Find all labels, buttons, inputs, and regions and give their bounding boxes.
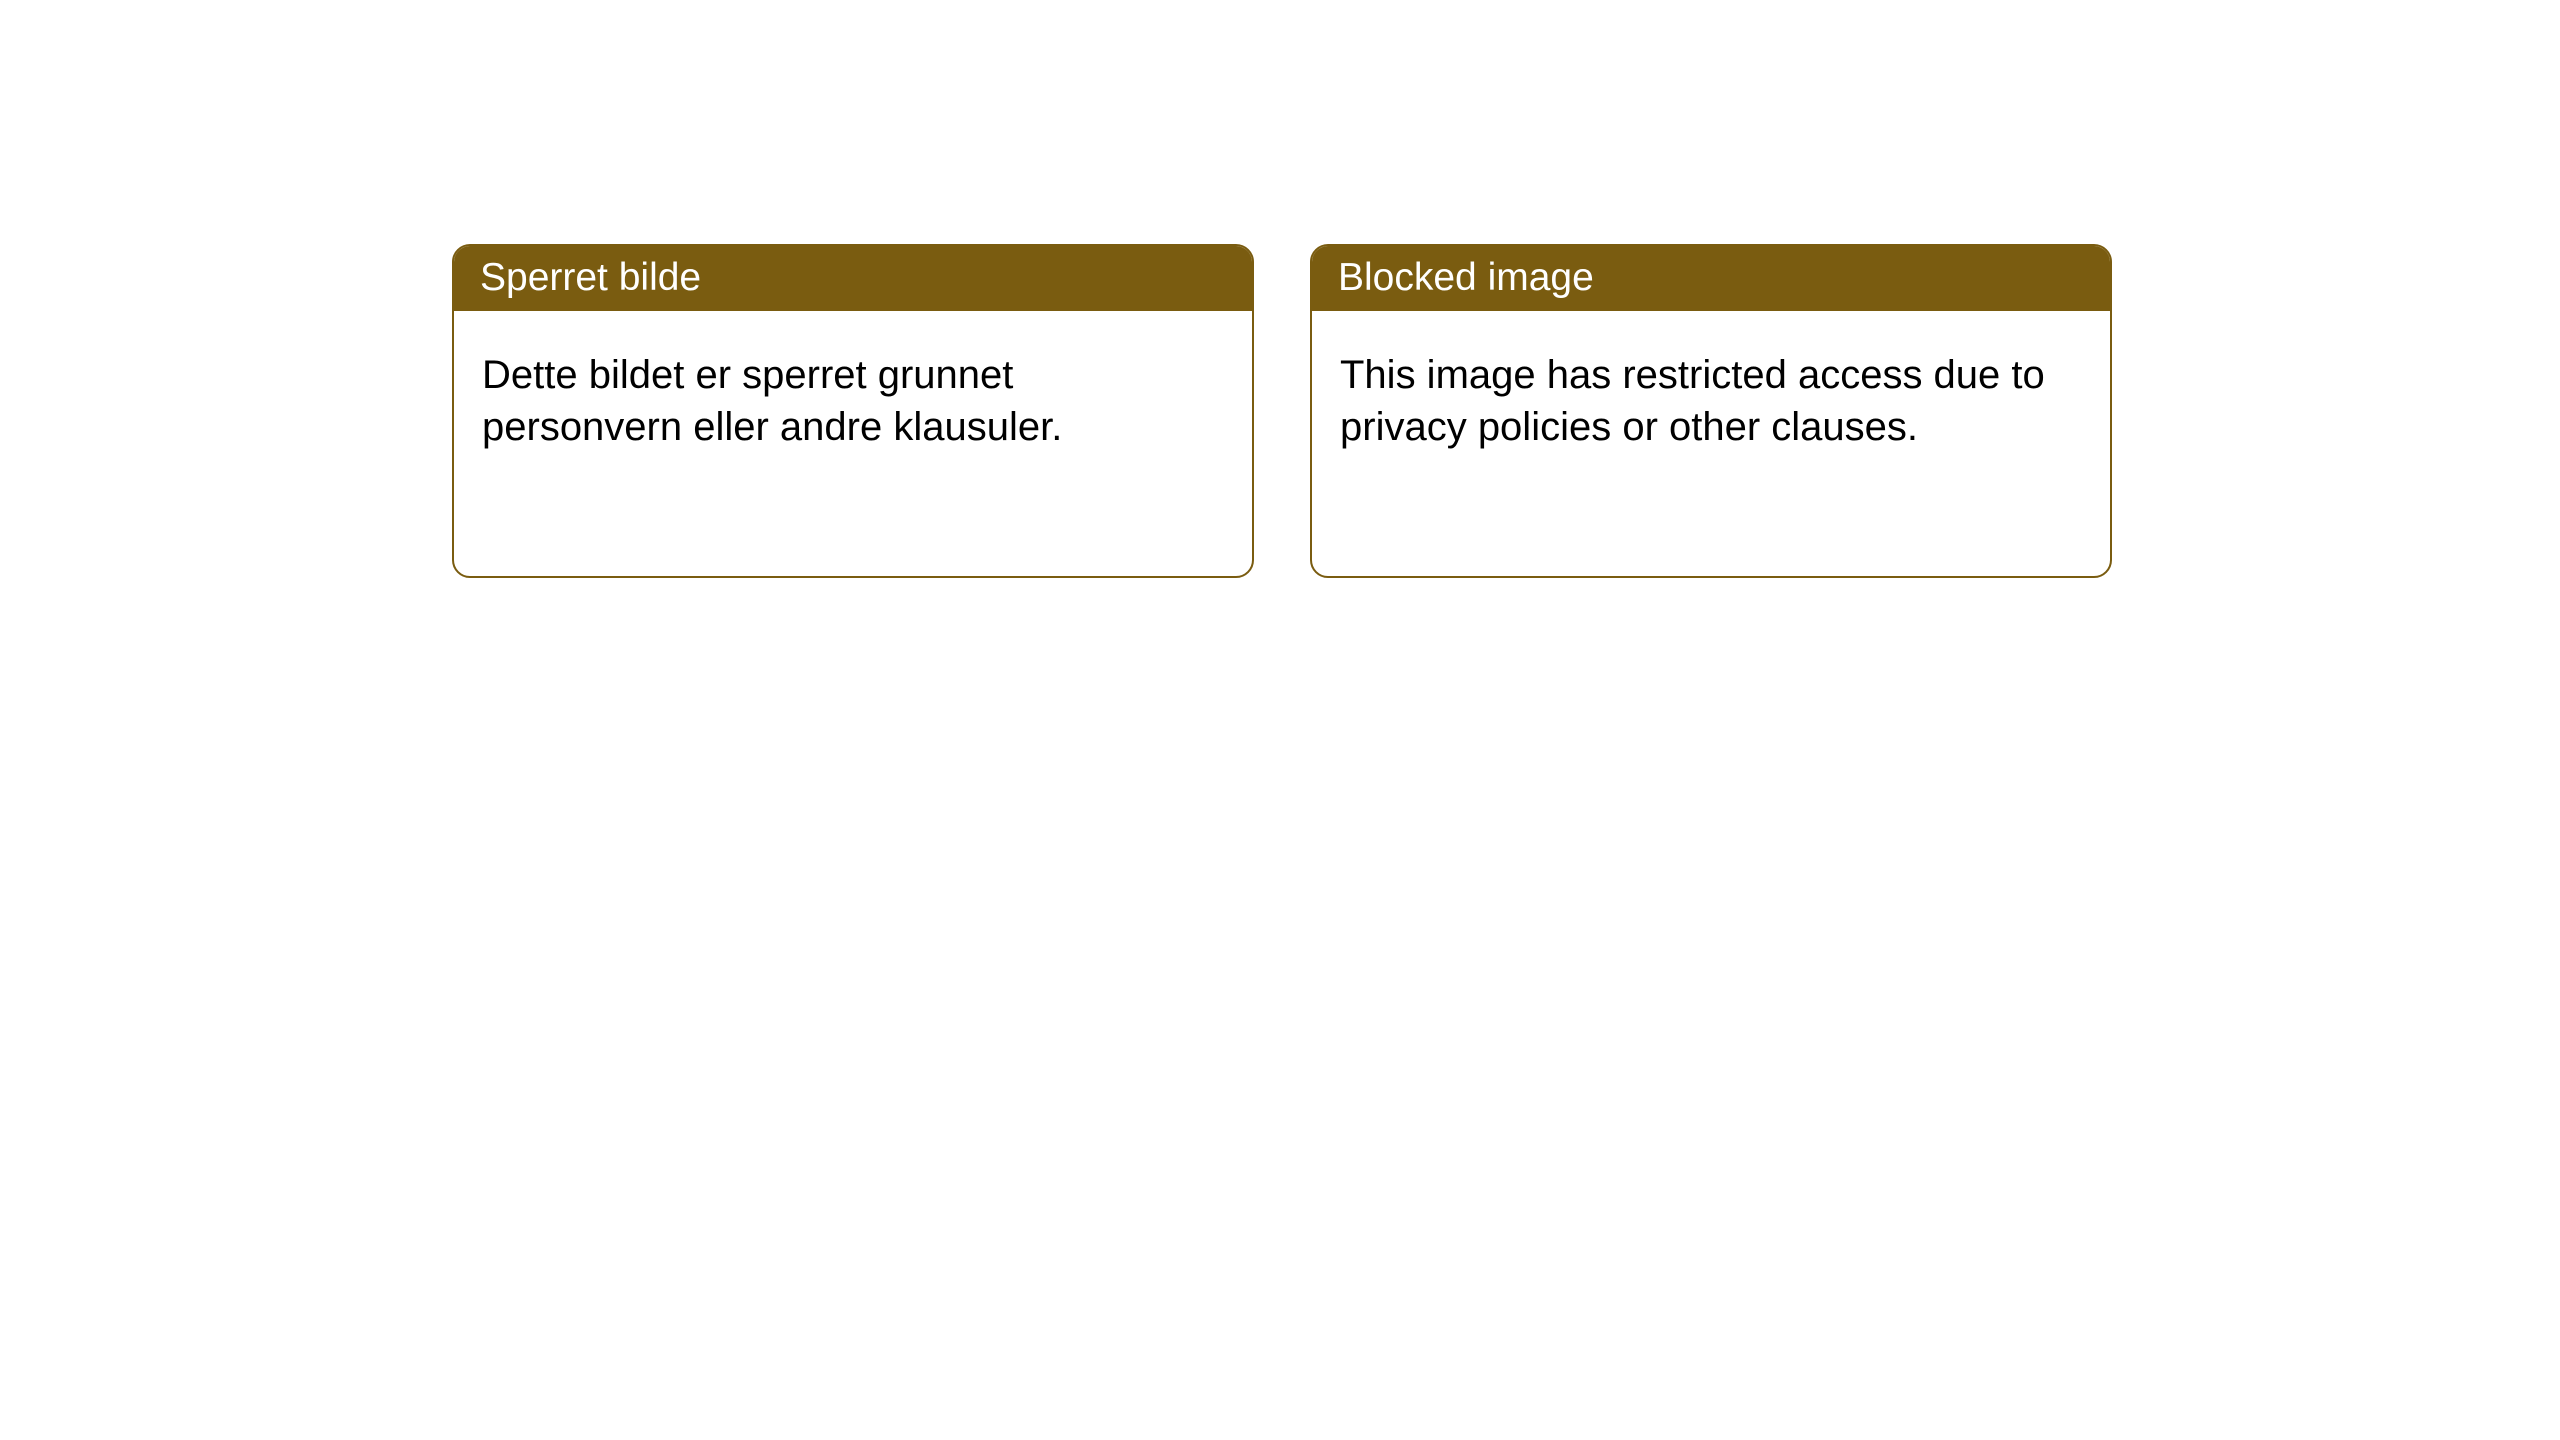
card-title-no: Sperret bilde xyxy=(454,246,1252,311)
card-body-en: This image has restricted access due to … xyxy=(1312,311,2110,491)
blocked-image-card-en: Blocked image This image has restricted … xyxy=(1310,244,2112,578)
card-body-no: Dette bildet er sperret grunnet personve… xyxy=(454,311,1252,491)
card-title-en: Blocked image xyxy=(1312,246,2110,311)
blocked-image-card-no: Sperret bilde Dette bildet er sperret gr… xyxy=(452,244,1254,578)
card-row: Sperret bilde Dette bildet er sperret gr… xyxy=(0,0,2560,578)
